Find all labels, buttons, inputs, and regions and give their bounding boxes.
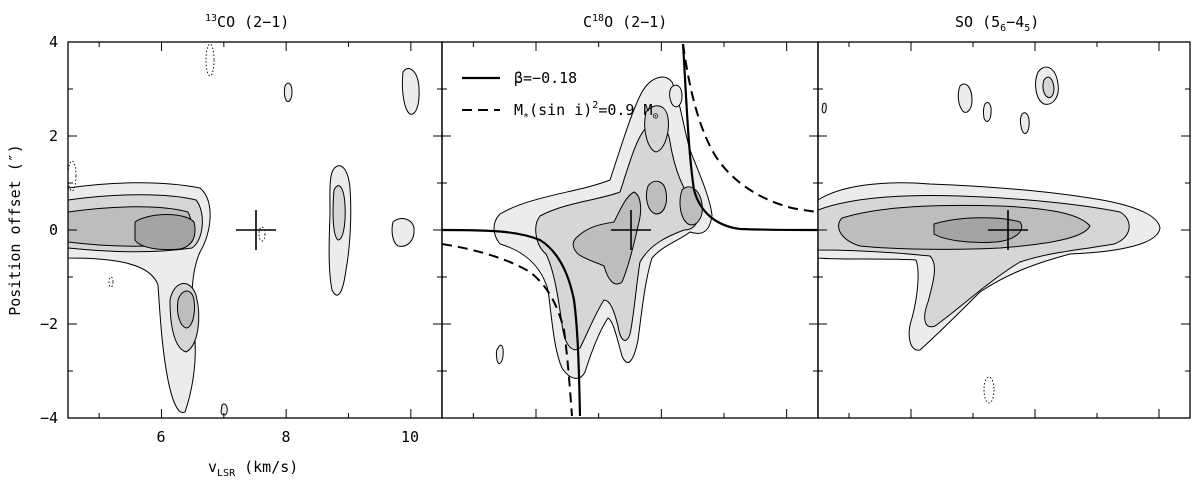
x-axis-label: vLSR (km/s) bbox=[208, 458, 298, 479]
contours-c18o bbox=[493, 76, 713, 379]
xtick-label-6: 6 bbox=[156, 428, 165, 446]
ytick-label-2: 2 bbox=[49, 127, 58, 145]
panel-c18o: β=−0.18 M*(sin i)2=0.9 M⊙ bbox=[441, 41, 819, 419]
panel-13co bbox=[67, 41, 443, 419]
title-so: SO (56−45) bbox=[955, 13, 1039, 34]
title-13co: 13CO (2−1) bbox=[205, 13, 289, 31]
legend-solid-label: β=−0.18 bbox=[514, 69, 577, 87]
panel-so bbox=[817, 41, 1191, 419]
contours-13co bbox=[67, 43, 420, 416]
ytick-label-4: 4 bbox=[49, 33, 58, 51]
xtick-label-10: 10 bbox=[401, 428, 419, 446]
curve-keplerian bbox=[441, 243, 573, 417]
xtick-label-8: 8 bbox=[281, 428, 290, 446]
ytick-label-0: 0 bbox=[49, 221, 58, 239]
contours-so bbox=[817, 66, 1161, 404]
legend: β=−0.18 M*(sin i)2=0.9 M⊙ bbox=[462, 69, 659, 123]
y-axis-label: Position offset (″) bbox=[6, 144, 24, 316]
ytick-label-m2: −2 bbox=[40, 315, 58, 333]
ticks bbox=[68, 41, 1190, 419]
curve-beta bbox=[441, 228, 582, 417]
title-c18o: C18O (2−1) bbox=[583, 13, 667, 31]
legend-dashed-label: M*(sin i)2=0.9 M⊙ bbox=[514, 100, 659, 123]
ytick-label-m4: −4 bbox=[40, 409, 58, 427]
